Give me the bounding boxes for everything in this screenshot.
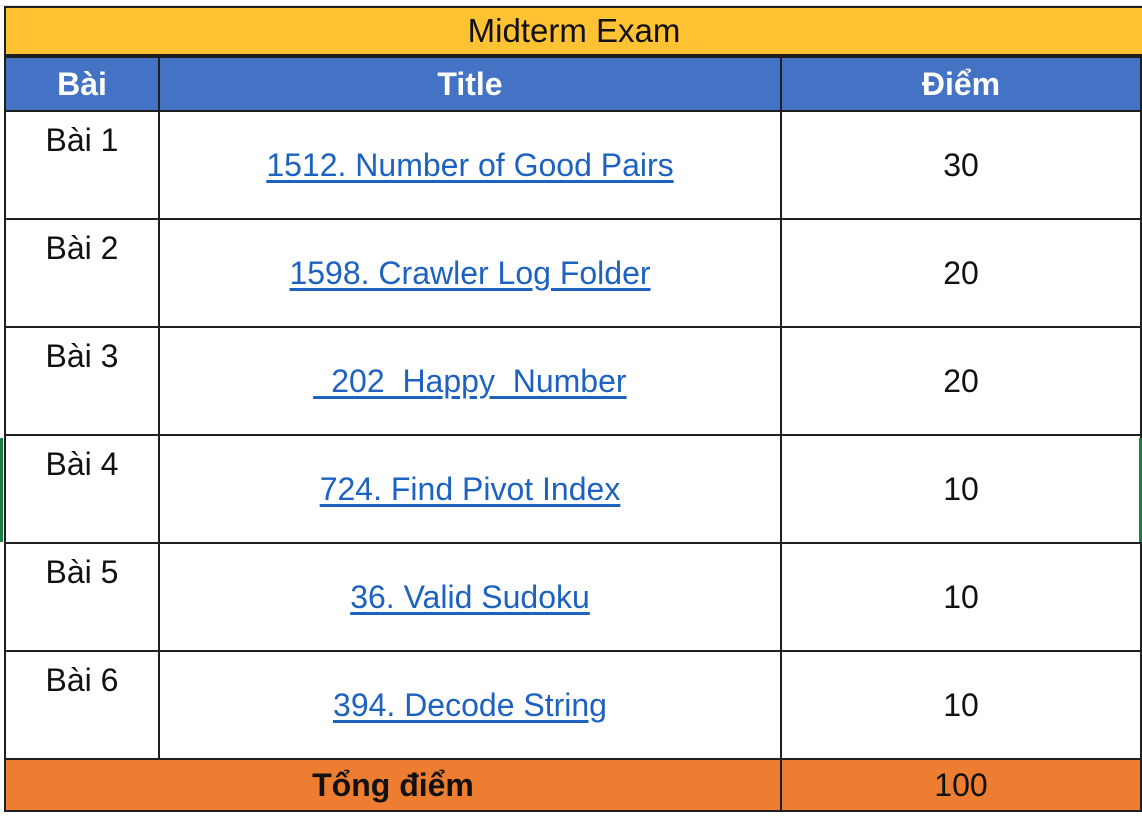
- score-cell[interactable]: 20: [780, 326, 1142, 436]
- row-selection-marker: [0, 438, 3, 542]
- title-cell[interactable]: 394. Decode String: [158, 650, 782, 760]
- title-cell[interactable]: 1512. Number of Good Pairs: [158, 110, 782, 220]
- table-row: Bài 2 1598. Crawler Log Folder 20: [4, 218, 1142, 328]
- header-row: Bài Title Điểm: [4, 56, 1142, 112]
- title-cell[interactable]: 1598. Crawler Log Folder: [158, 218, 782, 328]
- table-row: Bài 1 1512. Number of Good Pairs 30: [4, 110, 1142, 220]
- score-cell[interactable]: 10: [780, 542, 1142, 652]
- score-cell[interactable]: 10: [780, 650, 1142, 760]
- sheet-top-edge: [0, 0, 1142, 6]
- total-value-cell[interactable]: 100: [780, 758, 1142, 812]
- score-cell[interactable]: 20: [780, 218, 1142, 328]
- row-selection-marker-right: [1139, 438, 1142, 542]
- problem-link[interactable]: 724. Find Pivot Index: [319, 470, 621, 507]
- table-row: Bài 4 724. Find Pivot Index 10: [4, 434, 1142, 544]
- table-row: Bài 6 394. Decode String 10: [4, 650, 1142, 760]
- header-title[interactable]: Title: [158, 56, 782, 112]
- exam-table: Bài Title Điểm Bài 1 1512. Number of Goo…: [4, 56, 1142, 812]
- header-score[interactable]: Điểm: [780, 56, 1142, 112]
- lesson-cell[interactable]: Bài 5: [4, 542, 160, 652]
- lesson-cell[interactable]: Bài 2: [4, 218, 160, 328]
- score-cell[interactable]: 10: [780, 434, 1142, 544]
- total-row: Tổng điểm 100: [4, 758, 1142, 812]
- table-row: Bài 5 36. Valid Sudoku 10: [4, 542, 1142, 652]
- lesson-cell[interactable]: Bài 6: [4, 650, 160, 760]
- total-label-cell[interactable]: Tổng điểm: [4, 758, 782, 812]
- lesson-cell[interactable]: Bài 4: [4, 434, 160, 544]
- problem-link[interactable]: 394. Decode String: [333, 686, 607, 723]
- lesson-cell[interactable]: Bài 3: [4, 326, 160, 436]
- title-cell[interactable]: 36. Valid Sudoku: [158, 542, 782, 652]
- lesson-cell[interactable]: Bài 1: [4, 110, 160, 220]
- title-cell[interactable]: 724. Find Pivot Index: [158, 434, 782, 544]
- problem-link[interactable]: _202_Happy_Number: [313, 362, 627, 399]
- problem-link[interactable]: 1598. Crawler Log Folder: [289, 254, 651, 291]
- problem-link[interactable]: 1512. Number of Good Pairs: [266, 146, 674, 183]
- score-cell[interactable]: 30: [780, 110, 1142, 220]
- table-row: Bài 3 _202_Happy_Number 20: [4, 326, 1142, 436]
- header-lesson[interactable]: Bài: [4, 56, 160, 112]
- exam-title: Midterm Exam: [467, 12, 681, 49]
- exam-title-cell[interactable]: Midterm Exam: [4, 6, 1142, 56]
- problem-link[interactable]: 36. Valid Sudoku: [350, 578, 590, 615]
- title-cell[interactable]: _202_Happy_Number: [158, 326, 782, 436]
